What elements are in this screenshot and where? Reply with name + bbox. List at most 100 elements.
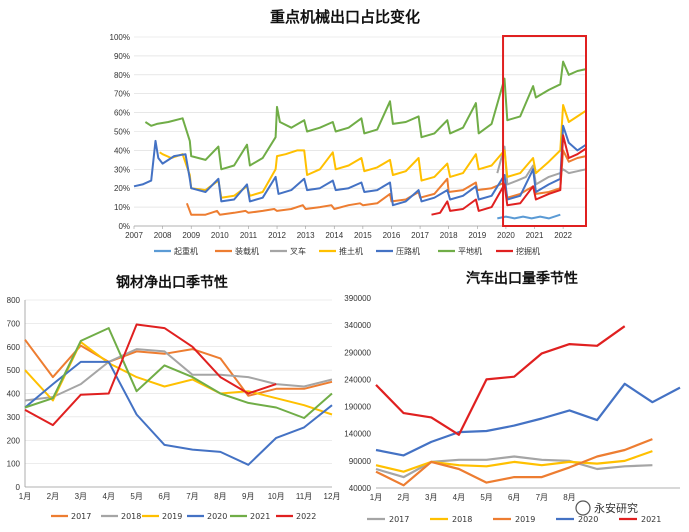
chart1-x-tick-label: 2012 xyxy=(268,231,286,240)
chart3-series-line xyxy=(375,382,681,457)
chart2-y-tick-label: 200 xyxy=(7,436,21,445)
chart1-legend-label: 挖掘机 xyxy=(516,246,540,256)
chart1-legend-label: 装载机 xyxy=(235,246,259,256)
chart3-x-tick-label: 6月 xyxy=(508,493,520,502)
chart1-y-tick-label: 60% xyxy=(114,109,130,118)
chart1-series-line xyxy=(497,213,561,220)
chart2-series-line xyxy=(24,327,333,419)
chart3-series-line xyxy=(375,325,626,436)
chart2-y-tick-label: 400 xyxy=(7,390,21,399)
chart2-legend-label: 2018 xyxy=(121,512,141,521)
watermark-text: 永安研究 xyxy=(594,501,638,515)
chart2-x-tick-label: 4月 xyxy=(103,492,115,501)
steel-net-export-seasonality-chart: 钢材净出口季节性 0 100 200 300 400 500 600 700 800 1月 2月 3月… xyxy=(7,274,341,521)
chart1-y-tick-label: 100% xyxy=(110,33,130,42)
chart3-y-tick-label: 390000 xyxy=(344,294,371,303)
chart3-y-tick-label: 340000 xyxy=(344,321,371,330)
chart2-series-line xyxy=(24,341,333,416)
chart2-y-tick-label: 800 xyxy=(7,296,21,305)
chart1-x-tick-label: 2019 xyxy=(468,231,486,240)
chart2-x-tick-label: 11月 xyxy=(296,492,312,501)
chart1-y-tick-label: 20% xyxy=(114,184,130,193)
chart1-highlight-box xyxy=(502,35,587,227)
chart1-legend-label: 压路机 xyxy=(396,246,420,256)
chart1-legend-label: 起重机 xyxy=(174,246,198,256)
chart1-x-tick-label: 2020 xyxy=(497,231,515,240)
chart1-y-tick-label: 90% xyxy=(114,52,130,61)
chart3-x-tick-label: 7月 xyxy=(536,493,548,502)
chart2-legend-label: 2020 xyxy=(207,512,227,521)
chart1-x-tick-label: 2008 xyxy=(154,231,172,240)
chart1-x-tick-label: 2021 xyxy=(526,231,544,240)
chart1-x-tick-label: 2022 xyxy=(554,231,572,240)
chart1-x-tick-label: 2018 xyxy=(440,231,458,240)
watermark-logo-icon xyxy=(575,500,591,516)
chart3-series-line xyxy=(375,450,653,473)
chart2-y-tick-label: 0 xyxy=(16,483,21,492)
chart1-legend-label: 推土机 xyxy=(339,246,363,256)
chart3-legend-label: 2018 xyxy=(452,515,472,524)
chart2-title: 钢材净出口季节性 xyxy=(116,274,228,291)
chart3-legend-label: 2021 xyxy=(641,515,661,524)
chart2-x-tick-label: 9月 xyxy=(242,492,254,501)
chart2-legend-label: 2017 xyxy=(71,512,91,521)
chart1-y-tick-label: 40% xyxy=(114,146,130,155)
chart2-legend-label: 2022 xyxy=(296,512,316,521)
chart3-legend-label: 2019 xyxy=(515,515,535,524)
chart3-x-tick-label: 4月 xyxy=(453,493,465,502)
chart2-series-line xyxy=(24,348,333,402)
chart1-y-tick-label: 50% xyxy=(114,128,130,137)
chart1-x-tick-label: 2009 xyxy=(182,231,200,240)
chart2-x-tick-label: 3月 xyxy=(75,492,87,501)
chart1-x-tick-label: 2014 xyxy=(325,231,343,240)
chart2-x-tick-label: 5月 xyxy=(130,492,142,501)
chart1-series-line xyxy=(496,145,587,186)
chart2-y-tick-label: 100 xyxy=(7,460,21,469)
chart3-y-tick-label: 240000 xyxy=(344,375,371,384)
chart3-y-tick-label: 90000 xyxy=(349,457,372,466)
chart3-y-tick-label: 190000 xyxy=(344,403,371,412)
chart3-series-line xyxy=(375,455,653,479)
chart2-x-tick-label: 6月 xyxy=(158,492,170,501)
machinery-export-share-chart: 重点机械出口占比变化 0% 10% 20% 30% 40% 50% 60% 70% 80% 90%… xyxy=(110,8,587,256)
chart1-title: 重点机械出口占比变化 xyxy=(270,8,420,26)
chart2-series-line xyxy=(24,339,333,397)
chart1-y-tick-label: 0% xyxy=(118,222,130,231)
chart3-y-tick-label: 40000 xyxy=(349,484,372,493)
chart3-x-tick-label: 5月 xyxy=(480,493,492,502)
chart2-x-tick-label: 12月 xyxy=(324,492,341,501)
watermark: 永安研究 xyxy=(575,500,638,516)
chart2-y-tick-label: 600 xyxy=(7,343,21,352)
chart2-legend-label: 2021 xyxy=(250,512,270,521)
chart3-legend-label: 2017 xyxy=(389,515,409,524)
chart2-legend-label: 2019 xyxy=(162,512,182,521)
chart3-x-tick-label: 1月 xyxy=(370,493,382,502)
chart1-y-tick-label: 80% xyxy=(114,71,130,80)
chart1-x-tick-label: 2010 xyxy=(211,231,229,240)
chart1-x-tick-label: 2007 xyxy=(125,231,143,240)
chart2-x-tick-label: 1月 xyxy=(19,492,31,501)
chart1-y-tick-label: 70% xyxy=(114,90,130,99)
chart3-legend-label: 2020 xyxy=(578,515,598,524)
chart1-series-line xyxy=(431,134,587,216)
auto-export-seasonality-chart: 汽车出口量季节性 40000 90000 140000 190000 240000 290… xyxy=(344,270,681,524)
chart1-y-tick-label: 30% xyxy=(114,165,130,174)
chart3-y-tick-label: 140000 xyxy=(344,430,371,439)
chart1-legend-label: 平地机 xyxy=(458,246,482,256)
chart1-x-tick-label: 2016 xyxy=(383,231,401,240)
chart1-x-tick-label: 2011 xyxy=(240,231,258,240)
chart2-x-tick-label: 2月 xyxy=(47,492,59,501)
chart2-series-line xyxy=(24,360,333,466)
chart2-y-tick-label: 700 xyxy=(7,319,21,328)
chart3-x-tick-label: 2月 xyxy=(397,493,409,502)
chart3-title: 汽车出口量季节性 xyxy=(466,270,578,287)
chart3-x-tick-label: 3月 xyxy=(425,493,437,502)
chart2-x-tick-label: 7月 xyxy=(186,492,198,501)
chart3-series-line xyxy=(375,438,653,487)
chart1-series-line xyxy=(159,104,587,199)
chart1-y-tick-label: 10% xyxy=(114,203,130,212)
chart1-legend-label: 叉车 xyxy=(290,246,306,256)
chart3-y-tick-label: 290000 xyxy=(344,348,371,357)
chart1-x-tick-label: 2017 xyxy=(411,231,429,240)
